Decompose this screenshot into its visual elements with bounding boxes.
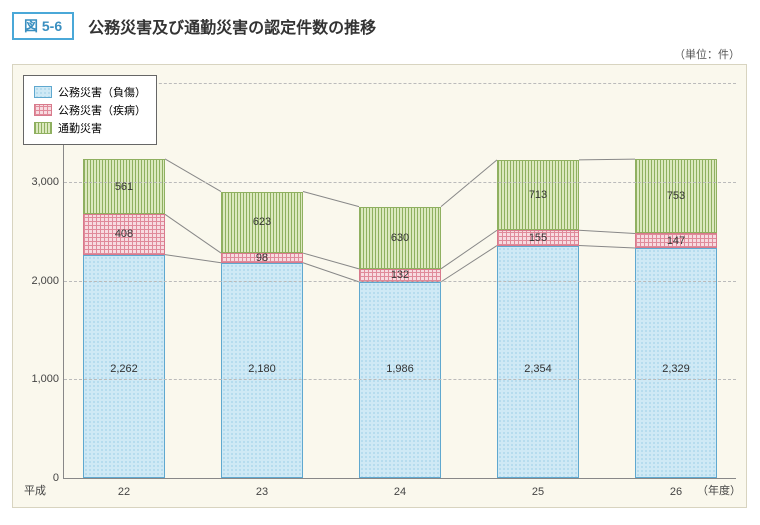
legend-label: 公務災害（疾病）: [58, 102, 146, 118]
bar-value-label: 561: [83, 181, 165, 193]
bar-value-label: 753: [635, 190, 717, 202]
y-tick-label: 2,000: [19, 275, 59, 287]
bar-value-label: 2,354: [497, 363, 579, 375]
x-axis-era-label: 平成: [24, 482, 46, 498]
bar-value-label: 408: [83, 228, 165, 240]
figure-label: 図 5-6: [12, 12, 74, 40]
legend: 公務災害（負傷） 公務災害（疾病） 通勤災害: [23, 75, 157, 145]
x-tick-label: 22: [118, 486, 130, 498]
bar-value-label: 98: [221, 252, 303, 264]
x-tick-label: 26: [670, 486, 682, 498]
chart-container: 公務災害（負傷） 公務災害（疾病） 通勤災害 平成 （年度） 2,262 408 5…: [12, 64, 747, 508]
x-tick-label: 23: [256, 486, 268, 498]
x-tick-label: 25: [532, 486, 544, 498]
gridline: [64, 379, 736, 380]
bar-value-label: 2,262: [83, 363, 165, 375]
bar-value-label: 155: [497, 232, 579, 244]
gridline: [64, 83, 736, 84]
bar-value-label: 623: [221, 216, 303, 228]
legend-item: 公務災害（負傷）: [34, 84, 146, 100]
bar-value-label: 630: [359, 232, 441, 244]
y-tick-label: 0: [19, 472, 59, 484]
bar-value-label: 147: [635, 235, 717, 247]
x-axis-unit-label: （年度）: [697, 482, 741, 498]
x-tick-label: 24: [394, 486, 406, 498]
y-tick-label: 3,000: [19, 176, 59, 188]
legend-item: 公務災害（疾病）: [34, 102, 146, 118]
legend-item: 通勤災害: [34, 120, 146, 136]
bar-group: 1,986 132 630: [359, 83, 441, 478]
legend-swatch-illness: [34, 104, 52, 116]
legend-swatch-commute: [34, 122, 52, 134]
chart-title: 公務災害及び通勤災害の認定件数の推移: [88, 14, 376, 38]
unit-label: （単位：件）: [12, 46, 748, 62]
bar-value-label: 132: [359, 269, 441, 281]
plot-area: 平成 （年度） 2,2624085612,180986231,986132630…: [63, 83, 736, 479]
y-tick-label: 1,000: [19, 373, 59, 385]
legend-label: 通勤災害: [58, 120, 102, 136]
legend-swatch-injury: [34, 86, 52, 98]
bar-value-label: 1,986: [359, 363, 441, 375]
bar-value-label: 2,329: [635, 363, 717, 375]
legend-label: 公務災害（負傷）: [58, 84, 146, 100]
bar-value-label: 713: [497, 189, 579, 201]
bar-value-label: 2,180: [221, 363, 303, 375]
